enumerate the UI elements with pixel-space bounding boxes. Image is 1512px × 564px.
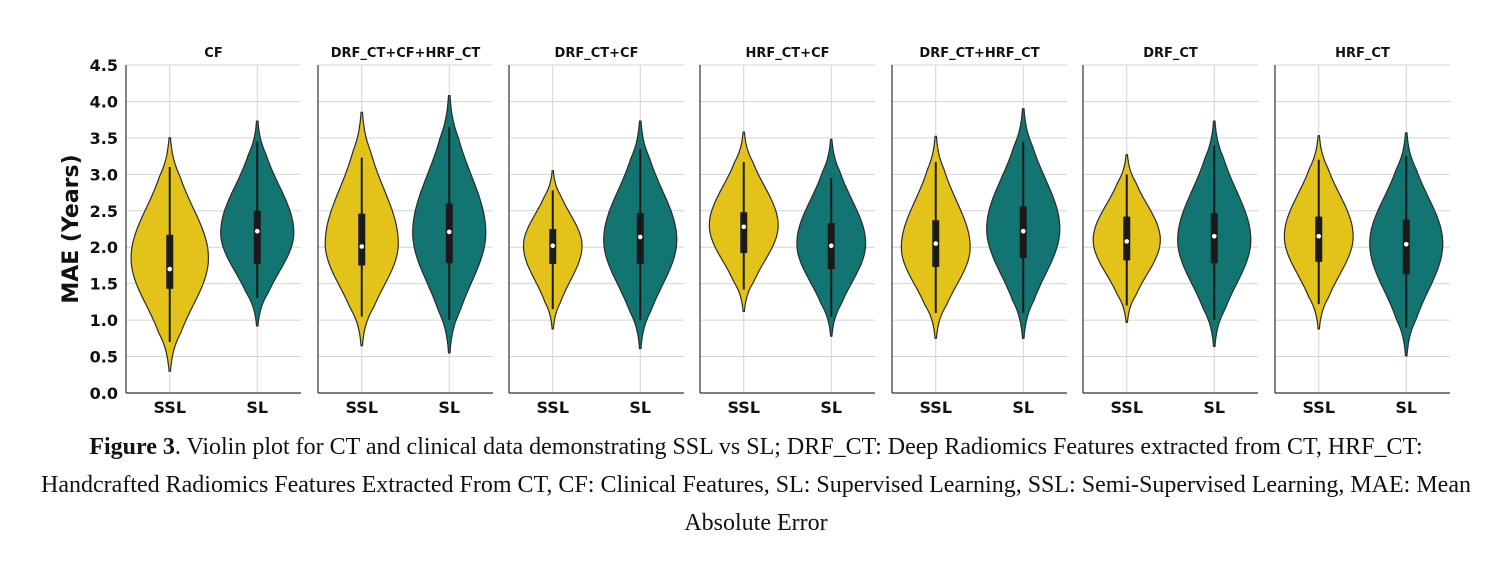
- iqr-box-ssl: [1123, 216, 1131, 261]
- x-tick-label-ssl: SSL: [345, 398, 378, 417]
- iqr-box-ssl: [358, 213, 366, 266]
- panel-4: HRF_CT+CF SSL SL: [699, 46, 875, 417]
- median-dot-ssl: [741, 224, 747, 230]
- median-dot-sl: [1211, 233, 1217, 239]
- x-tick-label-sl: SL: [820, 398, 842, 417]
- panel-title: CF: [204, 46, 222, 61]
- median-dot-sl: [1403, 242, 1409, 247]
- y-tick-label: 1.5: [90, 275, 118, 294]
- y-tick-label: 4.0: [90, 92, 118, 111]
- median-dot-sl: [637, 234, 643, 240]
- x-tick-label-ssl: SSL: [153, 398, 186, 417]
- x-tick-label-ssl: SSL: [1110, 398, 1143, 417]
- x-tick-label-ssl: SSL: [1302, 398, 1335, 417]
- panel-3: DRF_CT+CF SSL SL: [508, 46, 684, 417]
- caption-text: . Violin plot for CT and clinical data d…: [41, 434, 1471, 536]
- median-dot-ssl: [167, 266, 173, 272]
- median-dot-sl: [1020, 228, 1026, 234]
- x-tick-label-sl: SL: [246, 398, 268, 417]
- median-dot-sl: [254, 228, 260, 234]
- panel-title: DRF_CT: [1143, 46, 1198, 61]
- x-tick-label-sl: SL: [1395, 398, 1417, 417]
- panel-title: HRF_CT+CF: [746, 46, 830, 61]
- x-tick-label-sl: SL: [438, 398, 460, 417]
- median-dot-ssl: [550, 243, 556, 249]
- median-dot-ssl: [1316, 233, 1322, 239]
- figure-caption: Figure 3. Violin plot for CT and clinica…: [30, 428, 1482, 542]
- panel-title: HRF_CT: [1335, 46, 1390, 61]
- panel-6: DRF_CT SSL SL: [1082, 46, 1258, 417]
- panel-1: CF SSL SL: [125, 46, 301, 417]
- median-dot-ssl: [1124, 239, 1130, 244]
- x-tick-label-sl: SL: [1203, 398, 1225, 417]
- iqr-box-ssl: [740, 212, 748, 254]
- y-tick-label: 3.5: [90, 129, 118, 148]
- x-tick-label-ssl: SSL: [536, 398, 569, 417]
- median-dot-ssl: [933, 241, 939, 246]
- panel-title: DRF_CT+CF: [555, 46, 639, 61]
- panel-title: DRF_CT+HRF_CT: [919, 46, 1039, 61]
- iqr-box-ssl: [1315, 216, 1323, 262]
- iqr-box-ssl: [166, 234, 174, 289]
- median-dot-sl: [446, 229, 452, 235]
- iqr-box-sl: [1402, 219, 1410, 275]
- y-tick-label: 0.5: [90, 348, 118, 367]
- y-tick-label: 0.0: [90, 384, 118, 403]
- y-axis-label: MAE (Years): [59, 154, 84, 303]
- panel-7: HRF_CT SSL SL: [1274, 46, 1450, 417]
- panel-5: DRF_CT+HRF_CT SSL SL: [891, 46, 1067, 417]
- median-dot-sl: [828, 243, 834, 249]
- iqr-box-sl: [253, 210, 261, 264]
- panel-title: DRF_CT+CF+HRF_CT: [331, 46, 481, 61]
- median-dot-ssl: [359, 244, 365, 249]
- x-tick-label-ssl: SSL: [919, 398, 952, 417]
- y-tick-label: 4.5: [90, 56, 118, 75]
- figure-label: Figure 3: [89, 434, 175, 460]
- y-tick-label: 2.5: [90, 202, 118, 221]
- panel-2: DRF_CT+CF+HRF_CT SSL SL: [317, 46, 493, 417]
- y-tick-label: 1.0: [90, 311, 118, 330]
- violin-figure: MAE (Years) 0.0 0.5 1.0 1.5 2.0 2.5 3.0 3.5 4.0 4.…: [59, 46, 1450, 417]
- y-tick-label: 3.0: [90, 165, 118, 184]
- x-tick-label-sl: SL: [1012, 398, 1034, 417]
- x-tick-label-sl: SL: [629, 398, 651, 417]
- x-tick-label-ssl: SSL: [727, 398, 760, 417]
- y-tick-label: 2.0: [90, 238, 118, 257]
